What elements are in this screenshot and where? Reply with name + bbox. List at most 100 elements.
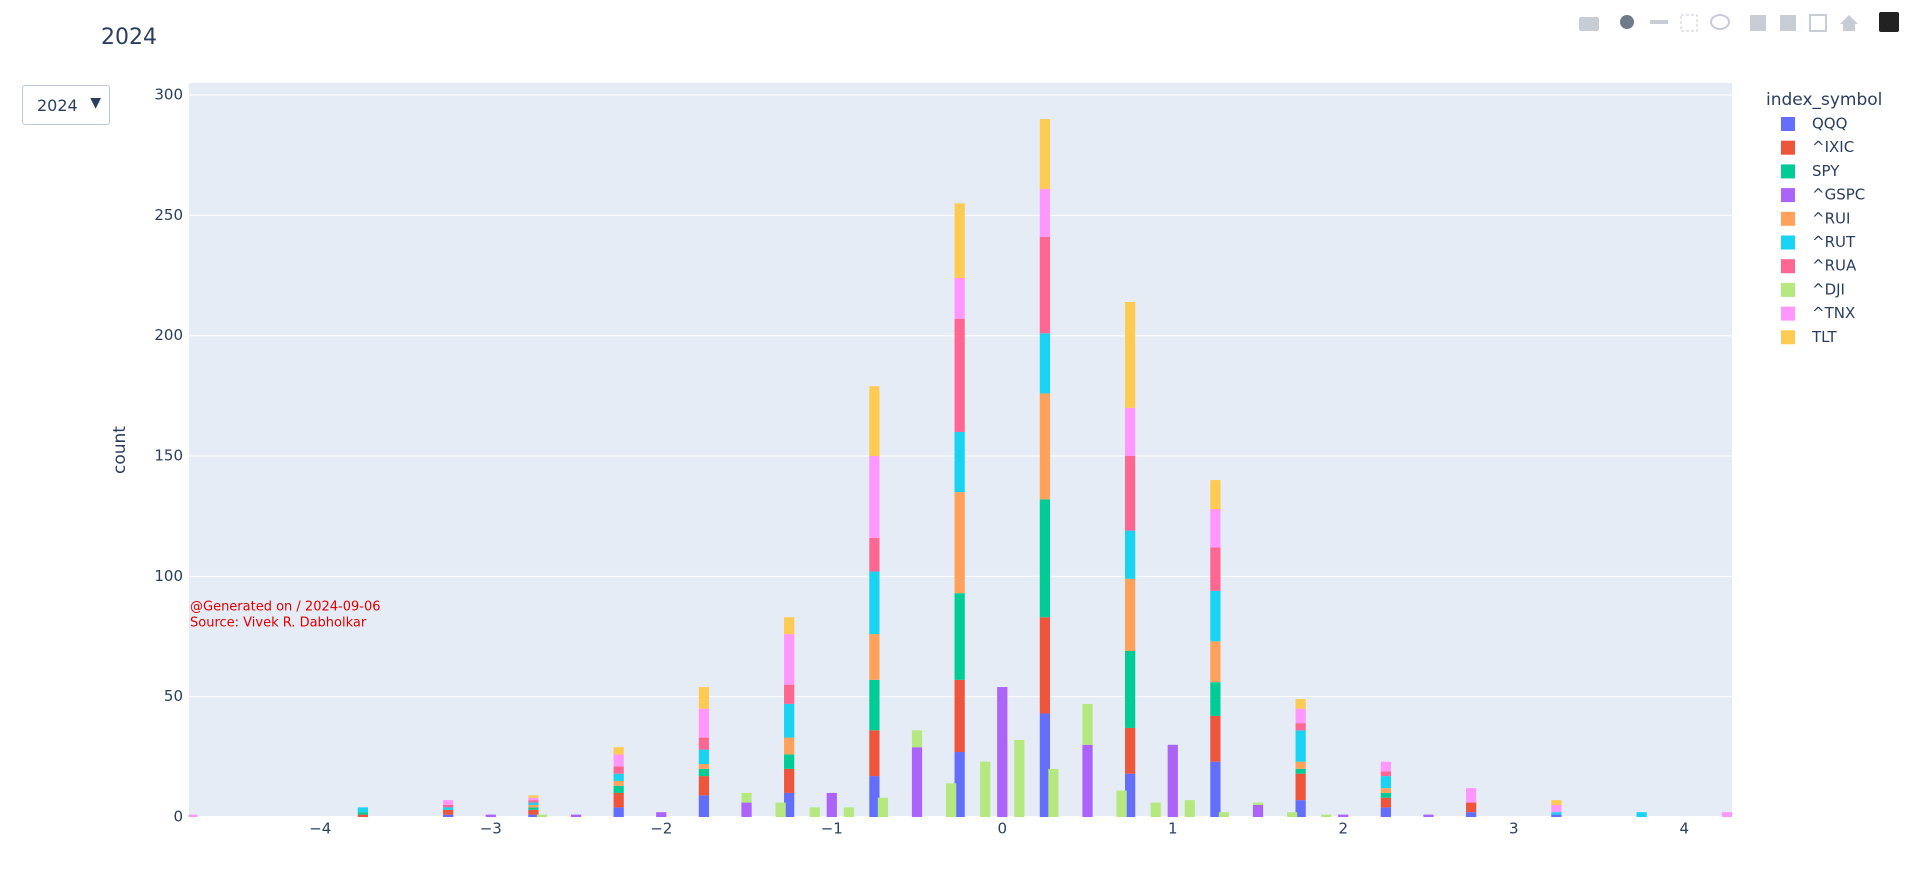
bar	[1039, 713, 1051, 817]
legend-swatch[interactable]	[1781, 140, 1795, 155]
bar	[1125, 773, 1136, 817]
bar	[357, 814, 369, 817]
x-tick-label: 3	[1509, 820, 1519, 838]
bar	[528, 809, 539, 815]
bar	[443, 807, 454, 810]
bar	[1039, 188, 1051, 238]
bar	[698, 768, 710, 777]
bar	[1218, 812, 1230, 817]
bar	[784, 754, 795, 769]
bar	[528, 800, 539, 803]
bar	[1252, 804, 1264, 817]
bar	[869, 537, 880, 572]
year-dropdown[interactable]: 2024 ▼	[22, 85, 110, 125]
zoom-out-icon[interactable]	[1780, 15, 1796, 31]
legend-swatch[interactable]	[1781, 211, 1795, 226]
bar	[869, 456, 880, 538]
reset-icon[interactable]	[1840, 15, 1858, 31]
x-tick-label: 4	[1679, 820, 1689, 838]
x-tick-label: 2	[1338, 820, 1348, 838]
legend-swatch[interactable]	[1781, 235, 1795, 250]
legend-label[interactable]: ^RUI	[1812, 209, 1850, 227]
bar	[869, 730, 880, 777]
x-tick-label: −1	[821, 820, 843, 838]
bar	[954, 277, 965, 319]
bar	[1210, 508, 1221, 548]
bar	[954, 752, 965, 817]
bar	[698, 749, 710, 765]
bar	[1039, 237, 1051, 334]
plotly-logo[interactable]	[1879, 12, 1899, 32]
bar	[1039, 393, 1051, 500]
legend-label[interactable]: SPY	[1812, 162, 1840, 180]
legend-title: index_symbol	[1766, 90, 1882, 110]
y-tick-label: 50	[164, 687, 183, 705]
bar	[1380, 771, 1392, 777]
legend-swatch[interactable]	[1781, 306, 1795, 321]
legend-swatch[interactable]	[1781, 188, 1795, 203]
bar	[954, 593, 965, 680]
legend-label[interactable]: ^TNX	[1812, 304, 1855, 322]
bar	[613, 773, 624, 781]
legend-swatch[interactable]	[1781, 282, 1795, 297]
x-tick-label: −2	[650, 820, 672, 838]
zoom-icon[interactable]	[1620, 15, 1634, 29]
bar	[698, 764, 710, 769]
legend-swatch[interactable]	[1781, 259, 1795, 274]
bar	[1039, 119, 1051, 189]
legend-label[interactable]: ^DJI	[1812, 280, 1845, 298]
bar	[784, 703, 795, 738]
bar	[1210, 715, 1221, 762]
y-tick-label: 0	[173, 808, 183, 826]
bar	[954, 203, 965, 278]
bar	[613, 785, 624, 793]
bar	[869, 776, 880, 817]
bar	[911, 747, 923, 817]
bar	[784, 634, 795, 685]
y-tick-label: 300	[154, 86, 183, 104]
bar	[946, 783, 957, 817]
bar	[954, 318, 965, 432]
y-tick-label: 250	[154, 206, 183, 224]
bar	[869, 571, 880, 635]
bar	[1380, 792, 1392, 798]
box-select-icon[interactable]	[1680, 14, 1698, 32]
bar	[1423, 814, 1434, 817]
bar	[809, 807, 820, 817]
bar	[1295, 699, 1306, 709]
bar	[189, 814, 198, 817]
bar	[613, 807, 624, 817]
legend-label[interactable]: TLT	[1811, 328, 1837, 346]
pan-icon[interactable]	[1650, 20, 1668, 24]
legend-swatch[interactable]	[1781, 117, 1795, 131]
bar	[1466, 812, 1477, 817]
bar	[1048, 768, 1059, 817]
y-tick-label: 150	[154, 447, 183, 465]
legend-label[interactable]: ^RUA	[1812, 257, 1857, 275]
camera-icon[interactable]	[1579, 17, 1599, 31]
bar	[613, 780, 624, 786]
lasso-icon[interactable]	[1710, 14, 1730, 30]
bar	[1184, 800, 1195, 817]
legend-label[interactable]: ^GSPC	[1812, 186, 1865, 204]
bar	[1466, 788, 1477, 803]
bar	[1295, 730, 1306, 762]
legend-label[interactable]: QQQ	[1812, 115, 1847, 133]
bar	[954, 679, 965, 753]
bar	[784, 737, 795, 755]
autoscale-icon[interactable]	[1809, 14, 1827, 32]
bar	[528, 797, 539, 801]
legend-swatch[interactable]	[1781, 164, 1795, 179]
bar	[1125, 530, 1136, 579]
bar	[826, 792, 837, 817]
zoom-in-icon[interactable]	[1750, 15, 1766, 31]
bar	[1551, 814, 1562, 817]
dropdown-arrow: ▼	[90, 95, 101, 111]
bar	[613, 792, 624, 808]
legend-swatch[interactable]	[1781, 330, 1795, 345]
legend-label[interactable]: ^RUT	[1812, 233, 1856, 251]
bar	[869, 634, 880, 680]
bar	[1295, 708, 1306, 724]
legend-label[interactable]: ^IXIC	[1812, 138, 1854, 156]
